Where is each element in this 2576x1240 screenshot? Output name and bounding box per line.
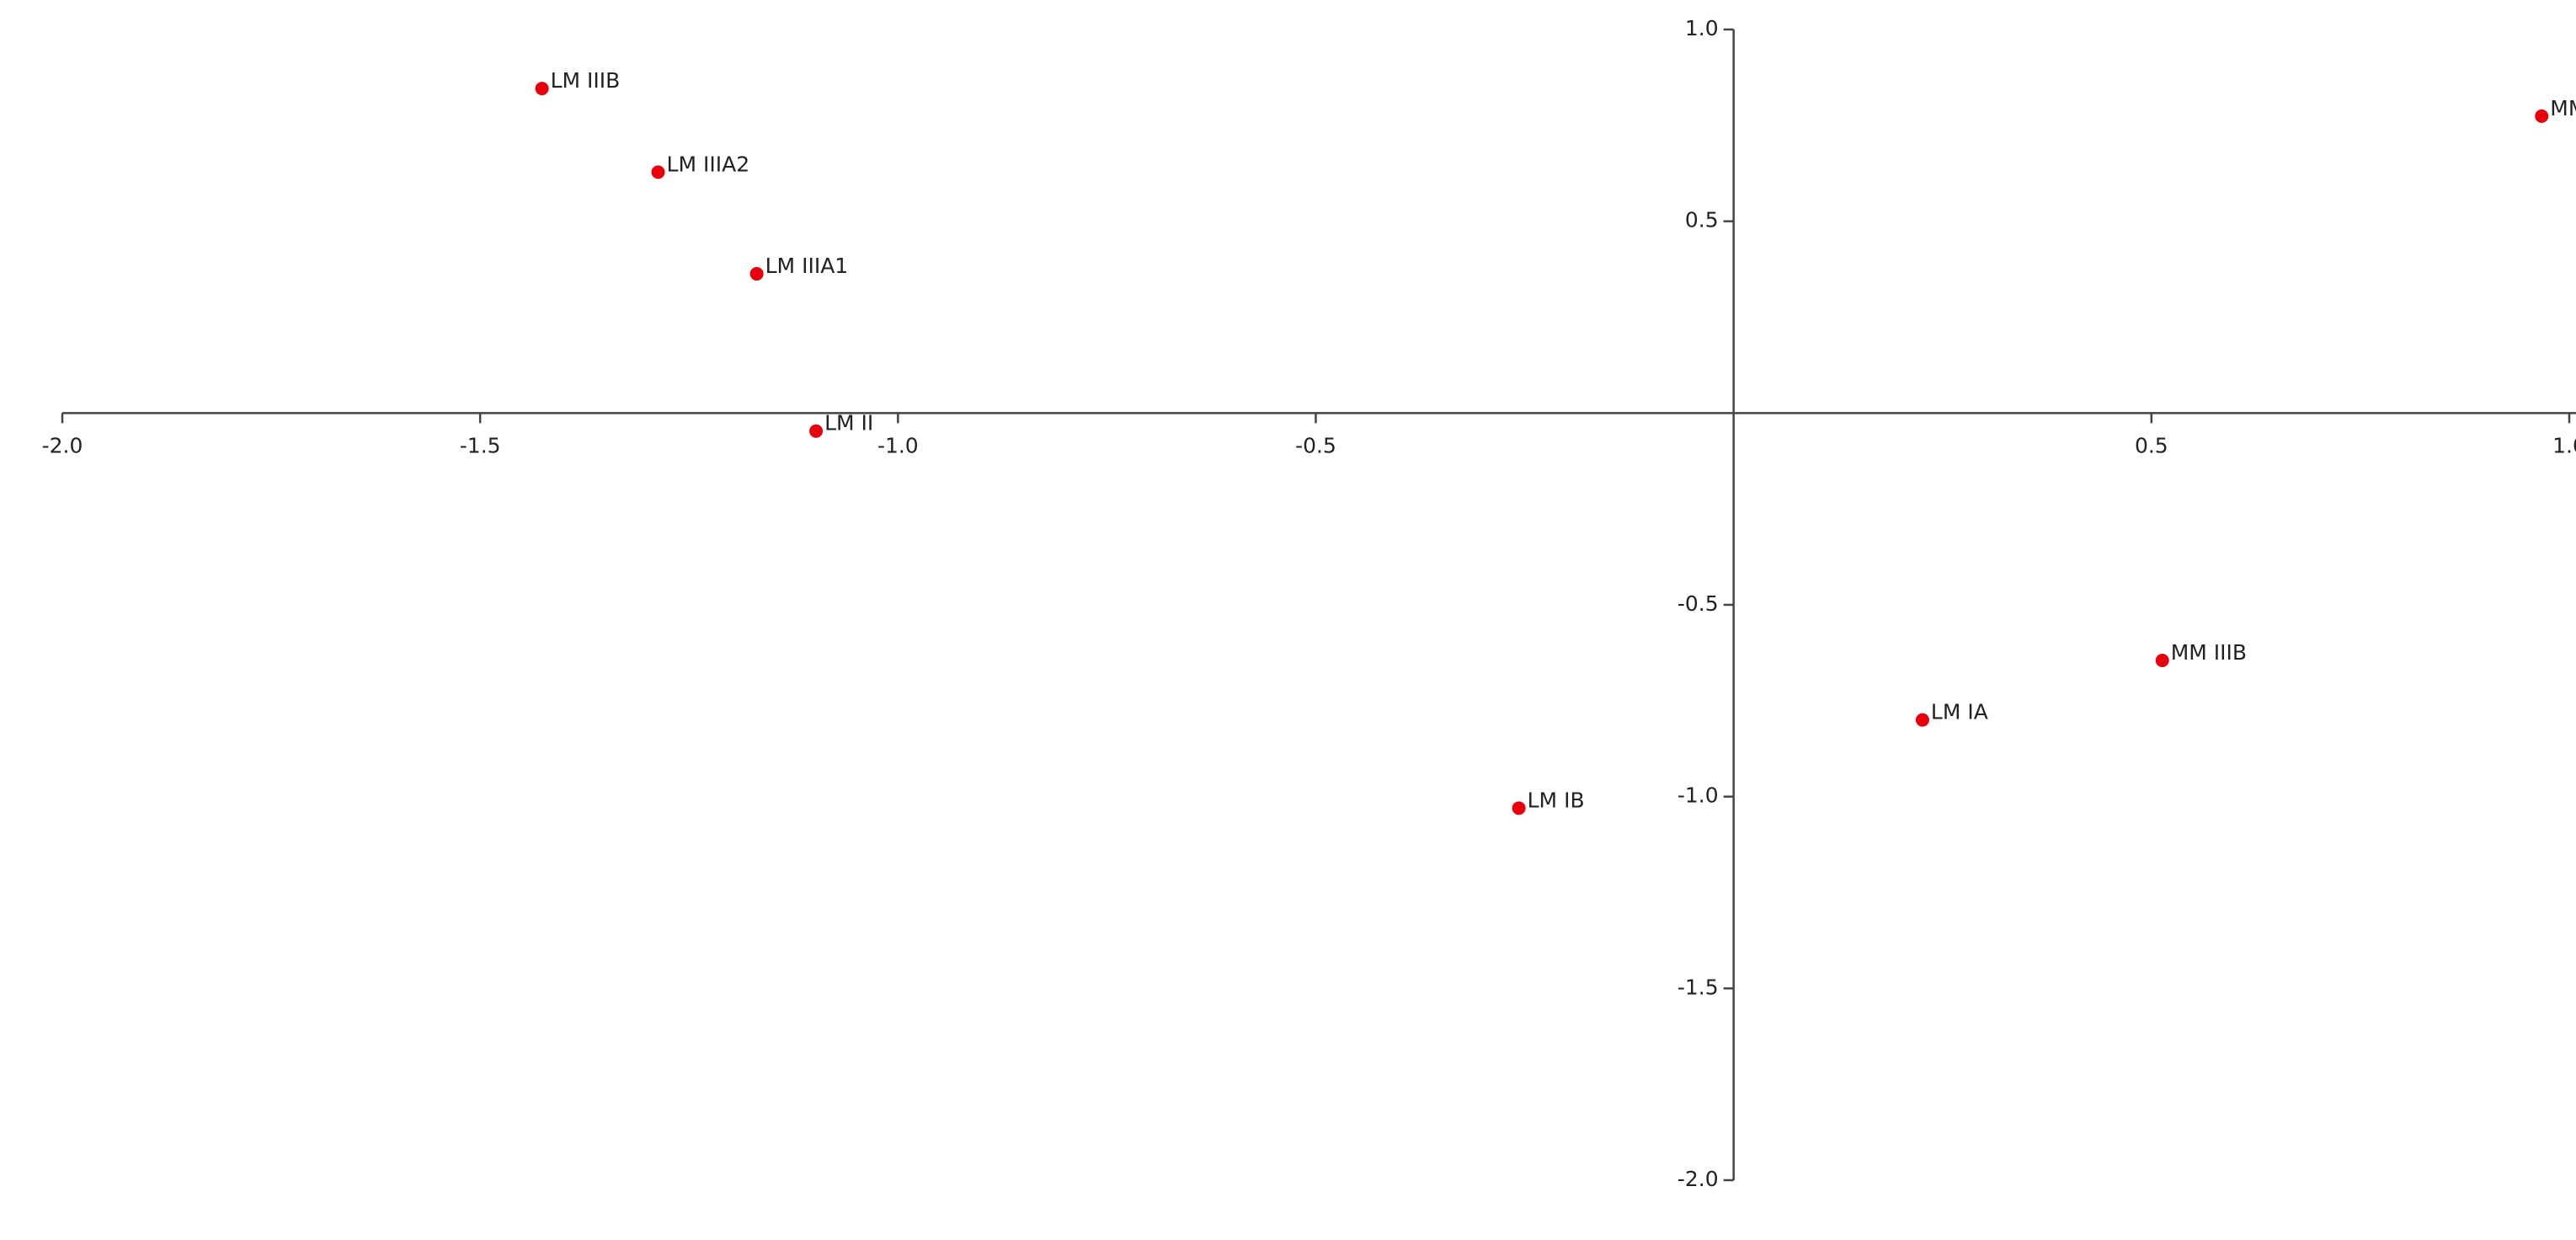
point: [535, 82, 549, 96]
point: [2535, 109, 2549, 123]
x-tick-label: -0.5: [1295, 433, 1336, 457]
x-tick-label: -1.0: [877, 433, 919, 457]
y-tick-label: 1.0: [1685, 16, 1719, 40]
y-tick-label: 0.5: [1685, 208, 1719, 232]
point-label: LM IB: [1528, 788, 1585, 812]
x-tick-label: -2.0: [42, 433, 83, 457]
y-tick-label: -1.5: [1677, 975, 1719, 999]
point: [1512, 801, 1526, 815]
point: [2155, 654, 2169, 668]
point-label: LM IIIA2: [667, 152, 750, 176]
y-tick-label: -2.0: [1677, 1167, 1719, 1191]
y-tick-label: -0.5: [1677, 591, 1719, 616]
point-label: LM II: [824, 411, 873, 436]
point: [809, 424, 824, 438]
point-label: MM IIIB: [2171, 640, 2247, 665]
point-label: LM IIIA1: [765, 254, 849, 278]
point-label: LM IA: [1931, 700, 1988, 724]
point-label: MM: [2550, 96, 2576, 120]
point: [651, 165, 665, 179]
point: [749, 267, 764, 281]
point-label: LM IIIB: [551, 68, 621, 93]
x-tick-label: -1.5: [460, 433, 501, 457]
x-tick-label: 1.0: [2552, 433, 2576, 457]
y-tick-label: -1.0: [1677, 783, 1719, 808]
point: [1915, 713, 1929, 727]
x-tick-label: 0.5: [2135, 433, 2168, 457]
